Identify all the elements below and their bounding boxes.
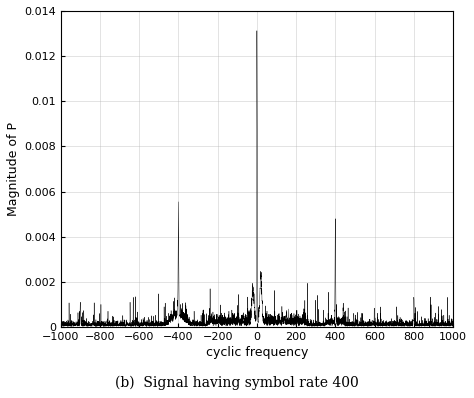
Y-axis label: Magnitude of P: Magnitude of P xyxy=(7,122,20,216)
X-axis label: cyclic frequency: cyclic frequency xyxy=(206,346,308,359)
Text: (b)  Signal having symbol rate 400: (b) Signal having symbol rate 400 xyxy=(115,376,359,390)
